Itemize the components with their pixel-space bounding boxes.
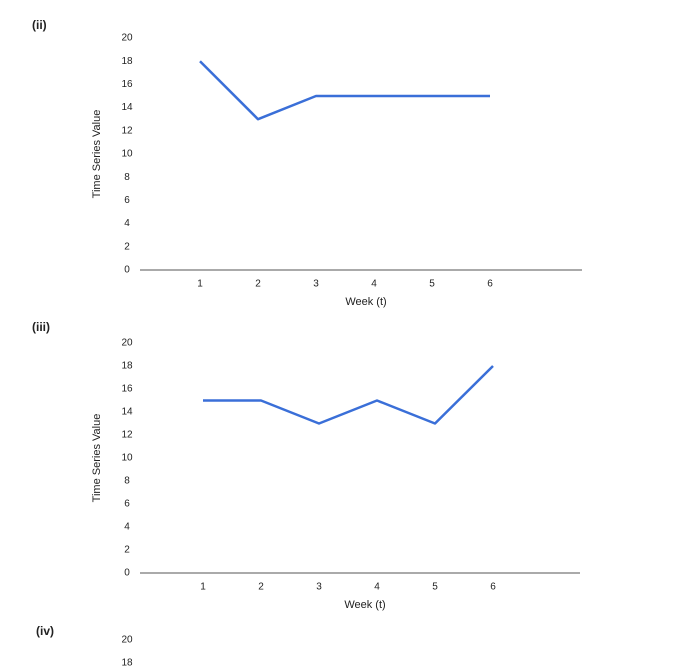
- y-tick-label: 10: [121, 453, 133, 464]
- data-line: [199, 60, 490, 121]
- chart-title: (ii): [32, 18, 47, 32]
- y-tick-label: 12: [121, 430, 133, 441]
- x-tick-label: 4: [374, 582, 380, 593]
- y-tick-label: 4: [124, 218, 130, 229]
- y-tick-label: 10: [121, 149, 133, 160]
- x-tick-label: 1: [197, 279, 203, 290]
- y-tick-label: 2: [124, 241, 130, 252]
- x-tick-label: 3: [313, 279, 319, 290]
- x-tick-label: 3: [316, 582, 322, 593]
- y-tick-label: 20: [121, 338, 133, 349]
- x-axis-title: Week (t): [345, 296, 386, 308]
- chart-title: (iii): [32, 320, 50, 334]
- y-tick-label: 14: [121, 407, 133, 418]
- x-tick-label: 4: [371, 279, 377, 290]
- y-tick-label: 2: [124, 545, 130, 556]
- y-tick-label: 6: [124, 499, 130, 510]
- chart-title: (iv): [36, 624, 54, 638]
- x-tick-label: 5: [432, 582, 438, 593]
- x-tick-label: 2: [255, 279, 261, 290]
- y-axis-title: Time Series Value: [91, 414, 103, 503]
- x-tick-label: 2: [258, 582, 264, 593]
- y-tick-label: 16: [121, 79, 133, 90]
- y-tick-label: 6: [124, 195, 130, 206]
- y-tick-label: 0: [124, 568, 130, 579]
- x-tick-label: 1: [200, 582, 206, 593]
- y-tick-label: 8: [124, 172, 130, 183]
- y-tick-label: 14: [121, 102, 133, 113]
- y-axis-title: Time Series Value: [91, 110, 103, 199]
- y-tick-label: 8: [124, 476, 130, 487]
- y-tick-label: 18: [121, 658, 133, 669]
- y-tick-label: 4: [124, 522, 130, 533]
- data-line: [203, 365, 494, 425]
- y-tick-label: 12: [121, 125, 133, 136]
- x-tick-label: 6: [487, 279, 493, 290]
- y-tick-label: 16: [121, 384, 133, 395]
- y-tick-label: 0: [124, 265, 130, 276]
- y-tick-label: 18: [121, 56, 133, 67]
- x-tick-label: 6: [490, 582, 496, 593]
- y-tick-label: 20: [121, 33, 133, 44]
- x-axis-title: Week (t): [344, 599, 385, 611]
- y-tick-label: 18: [121, 361, 133, 372]
- y-tick-label: 20: [121, 635, 133, 646]
- x-tick-label: 5: [429, 279, 435, 290]
